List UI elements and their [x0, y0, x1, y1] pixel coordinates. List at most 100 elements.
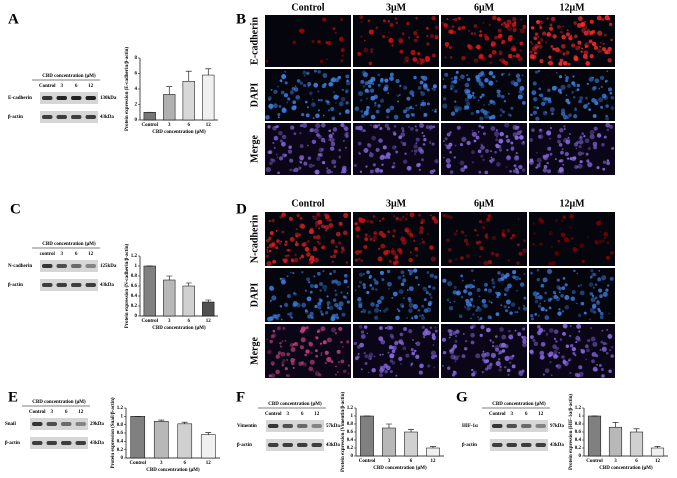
cell [500, 273, 505, 277]
cell [431, 87, 434, 90]
cell [509, 114, 512, 117]
cell [522, 24, 527, 29]
blot-band [282, 424, 293, 428]
cell [539, 59, 544, 64]
cell [329, 137, 335, 143]
cell [592, 114, 597, 118]
cell [429, 169, 434, 175]
cell [470, 32, 474, 35]
cell [315, 234, 321, 240]
cell [545, 153, 550, 158]
lane-label: 6 [525, 412, 528, 417]
cell [531, 26, 535, 30]
cell [398, 39, 404, 44]
cell [446, 132, 451, 137]
cell [610, 106, 615, 110]
error-bar [386, 423, 392, 428]
cell [601, 275, 607, 281]
cell [417, 213, 421, 217]
column-header: 6μM [474, 198, 495, 209]
x-tick-label: 6 [184, 461, 187, 466]
cell [279, 305, 283, 308]
cell [529, 349, 534, 354]
cell [342, 230, 348, 236]
cell [501, 232, 505, 236]
cell [404, 228, 408, 233]
cell [450, 87, 453, 91]
blot-band [521, 443, 532, 447]
cell [571, 347, 577, 352]
cell [490, 251, 495, 256]
cell [464, 285, 468, 289]
cell [346, 340, 350, 344]
cell [575, 147, 578, 150]
cell [580, 301, 585, 306]
cell [506, 138, 511, 143]
cell [421, 316, 426, 321]
cell [463, 238, 469, 243]
cell [319, 289, 322, 292]
error-bar [205, 432, 212, 435]
cell [599, 230, 602, 233]
cell [512, 169, 517, 173]
cell [412, 304, 418, 310]
cell [380, 339, 386, 345]
cell [295, 240, 298, 243]
column-header: 6μM [474, 2, 495, 13]
cell [324, 225, 330, 230]
cell [579, 290, 585, 296]
cell [522, 342, 527, 348]
cell [559, 128, 564, 133]
cell [432, 286, 436, 290]
cell [450, 80, 454, 84]
cell [594, 296, 598, 300]
cell [491, 49, 497, 55]
cell [394, 17, 397, 20]
cell [294, 253, 297, 257]
cell [533, 105, 537, 109]
cell [373, 278, 377, 282]
cell [536, 277, 540, 282]
cell [298, 223, 305, 229]
cell [359, 153, 361, 155]
cell [282, 358, 286, 363]
blot-title: CBD concentration (μM) [492, 402, 546, 407]
cell [498, 148, 503, 152]
cell [330, 106, 335, 112]
cell [603, 95, 608, 101]
cell [342, 125, 348, 130]
cell [301, 302, 307, 308]
blot-band [71, 96, 82, 100]
cell [484, 78, 489, 83]
cell [296, 213, 301, 218]
cell [531, 128, 535, 132]
cell [366, 291, 370, 295]
cell [587, 339, 591, 343]
cell [496, 162, 501, 167]
micrograph [265, 15, 351, 67]
cell [308, 229, 314, 235]
blot-band [311, 424, 322, 428]
cell [571, 90, 575, 94]
cell [482, 132, 486, 136]
cell [534, 295, 539, 300]
cell [467, 291, 473, 296]
cell [382, 309, 387, 313]
cell [469, 303, 473, 307]
cell [408, 329, 413, 334]
cell [607, 87, 613, 92]
protein-label: HIF-1α [462, 424, 478, 429]
cell [558, 286, 562, 291]
cell [426, 271, 430, 274]
cell [431, 216, 437, 221]
cell [516, 261, 520, 265]
cell [306, 144, 309, 147]
cell [560, 150, 564, 155]
cell [602, 160, 607, 164]
cell [589, 292, 594, 296]
cell [276, 239, 280, 243]
cell [403, 327, 408, 331]
cell [341, 88, 345, 92]
cell [429, 128, 432, 131]
protein-label: β-actin [8, 115, 23, 120]
